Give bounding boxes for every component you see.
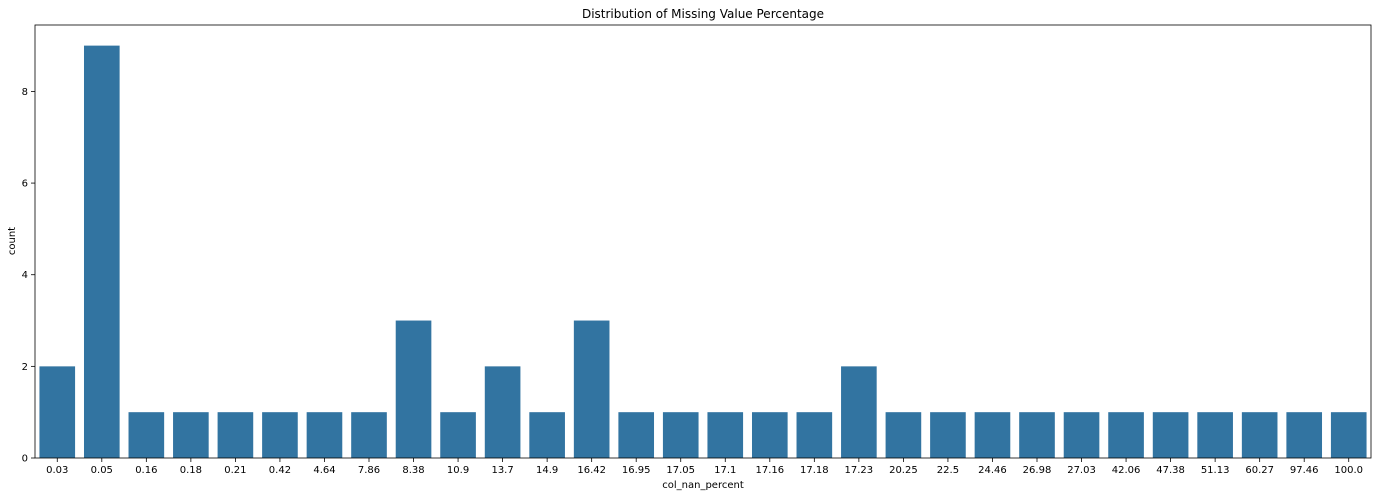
bar-60.27 [1241, 412, 1278, 458]
bar-22.5 [930, 412, 966, 458]
bar-24.46 [974, 412, 1011, 458]
bar-0.03 [39, 366, 76, 458]
x-tick-label: 97.46 [1290, 465, 1319, 476]
x-tick-label: 17.05 [666, 465, 695, 476]
bar-16.95 [618, 412, 655, 458]
bar-0.05 [83, 45, 120, 459]
x-tick-label: 22.5 [937, 465, 959, 476]
bar-42.06 [1108, 412, 1144, 458]
bar-4.64 [306, 412, 343, 458]
bar-0.16 [128, 412, 165, 458]
x-tick-label: 27.03 [1067, 465, 1096, 476]
bar-17.18 [796, 412, 833, 458]
x-tick-label: 17.23 [845, 465, 874, 476]
x-tick-label: 42.06 [1112, 465, 1141, 476]
x-tick-label: 100.0 [1334, 465, 1363, 476]
bar-51.13 [1197, 412, 1233, 458]
x-tick-label: 0.21 [224, 465, 246, 476]
bar-97.46 [1286, 412, 1323, 458]
y-axis: 0 2 4 6 8 [22, 87, 35, 465]
x-tick-label: 16.42 [577, 465, 606, 476]
bars-group [39, 45, 1367, 459]
bar-20.25 [885, 412, 922, 458]
bar-26.98 [1019, 412, 1055, 458]
x-tick-label: 0.18 [180, 465, 202, 476]
bar-7.86 [351, 412, 387, 458]
x-tick-label: 17.18 [800, 465, 829, 476]
x-tick-label: 7.86 [358, 465, 380, 476]
x-tick-label: 0.42 [269, 465, 291, 476]
bar-17.1 [707, 412, 744, 458]
y-tick-label: 0 [22, 454, 28, 465]
x-axis: 0.03 0.05 0.16 0.18 0.21 0.42 4.64 7.86 8.38 10.9… [46, 458, 1363, 476]
bar-17.05 [662, 412, 699, 458]
y-tick-label: 6 [22, 179, 28, 190]
bar-10.9 [440, 412, 476, 458]
bar-14.9 [529, 412, 565, 458]
x-tick-label: 24.46 [978, 465, 1007, 476]
y-tick-label: 8 [22, 87, 28, 98]
x-tick-label: 51.13 [1201, 465, 1230, 476]
bar-100.0 [1330, 412, 1367, 458]
x-tick-label: 16.95 [622, 465, 651, 476]
x-tick-label: 0.05 [91, 465, 113, 476]
chart-title: Distribution of Missing Value Percentage [582, 7, 824, 21]
x-tick-label: 0.03 [46, 465, 68, 476]
x-tick-label: 17.16 [755, 465, 784, 476]
bar-27.03 [1063, 412, 1100, 458]
x-tick-label: 20.25 [889, 465, 918, 476]
x-axis-label: col_nan_percent [662, 480, 744, 491]
bar-13.7 [484, 366, 521, 458]
plot-frame [34, 24, 1372, 459]
bar-16.42 [573, 320, 610, 458]
y-tick-label: 2 [22, 362, 28, 373]
y-tick-label: 4 [22, 270, 28, 281]
x-tick-label: 13.7 [491, 465, 513, 476]
x-tick-label: 8.38 [402, 465, 424, 476]
bar-0.42 [262, 412, 298, 458]
x-tick-label: 26.98 [1023, 465, 1052, 476]
bar-47.38 [1152, 412, 1189, 458]
y-axis-label: count [7, 227, 18, 255]
bar-0.18 [173, 412, 209, 458]
bar-0.21 [217, 412, 254, 458]
plot-border [34, 24, 1372, 459]
x-tick-label: 10.9 [447, 465, 469, 476]
x-tick-label: 47.38 [1156, 465, 1185, 476]
bar-17.16 [751, 412, 788, 458]
x-tick-label: 4.64 [313, 465, 335, 476]
x-tick-label: 14.9 [536, 465, 558, 476]
x-tick-label: 60.27 [1245, 465, 1274, 476]
x-tick-label: 17.1 [714, 465, 736, 476]
bar-8.38 [395, 320, 432, 458]
x-tick-label: 0.16 [135, 465, 157, 476]
bar-17.23 [841, 366, 877, 458]
